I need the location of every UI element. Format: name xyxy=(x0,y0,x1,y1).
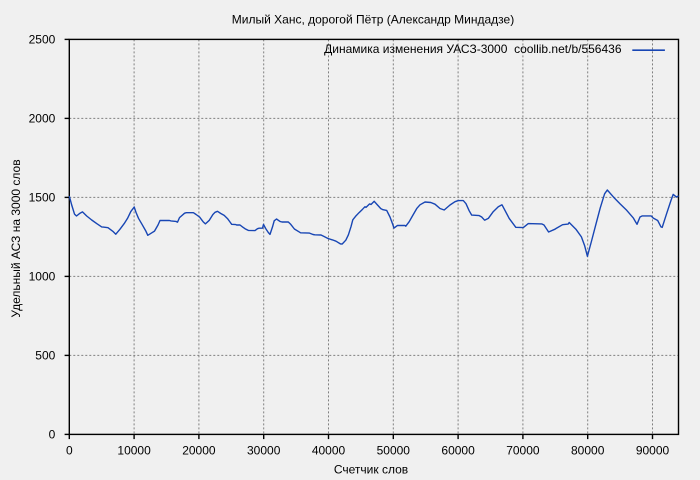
svg-text:2000: 2000 xyxy=(29,112,56,126)
svg-text:Удельный АСЗ на 3000 слов: Удельный АСЗ на 3000 слов xyxy=(9,159,23,317)
svg-text:50000: 50000 xyxy=(377,444,411,458)
svg-text:Счетчик слов: Счетчик слов xyxy=(334,462,408,476)
svg-text:0: 0 xyxy=(66,444,73,458)
svg-text:10000: 10000 xyxy=(117,444,151,458)
svg-text:500: 500 xyxy=(35,349,55,363)
svg-text:2500: 2500 xyxy=(29,33,56,47)
svg-text:40000: 40000 xyxy=(312,444,346,458)
svg-text:Динамика изменения УАСЗ-3000: Динамика изменения УАСЗ-3000 coollib.net… xyxy=(324,42,622,56)
svg-text:70000: 70000 xyxy=(506,444,540,458)
svg-text:0: 0 xyxy=(49,428,56,442)
svg-text:1000: 1000 xyxy=(29,270,56,284)
svg-text:20000: 20000 xyxy=(182,444,216,458)
svg-text:60000: 60000 xyxy=(441,444,475,458)
svg-text:1500: 1500 xyxy=(29,191,56,205)
svg-text:80000: 80000 xyxy=(571,444,605,458)
svg-text:Милый Ханс, дорогой Пётр (Алек: Милый Ханс, дорогой Пётр (Александр Минд… xyxy=(232,13,514,27)
svg-text:30000: 30000 xyxy=(247,444,281,458)
svg-text:90000: 90000 xyxy=(636,444,670,458)
